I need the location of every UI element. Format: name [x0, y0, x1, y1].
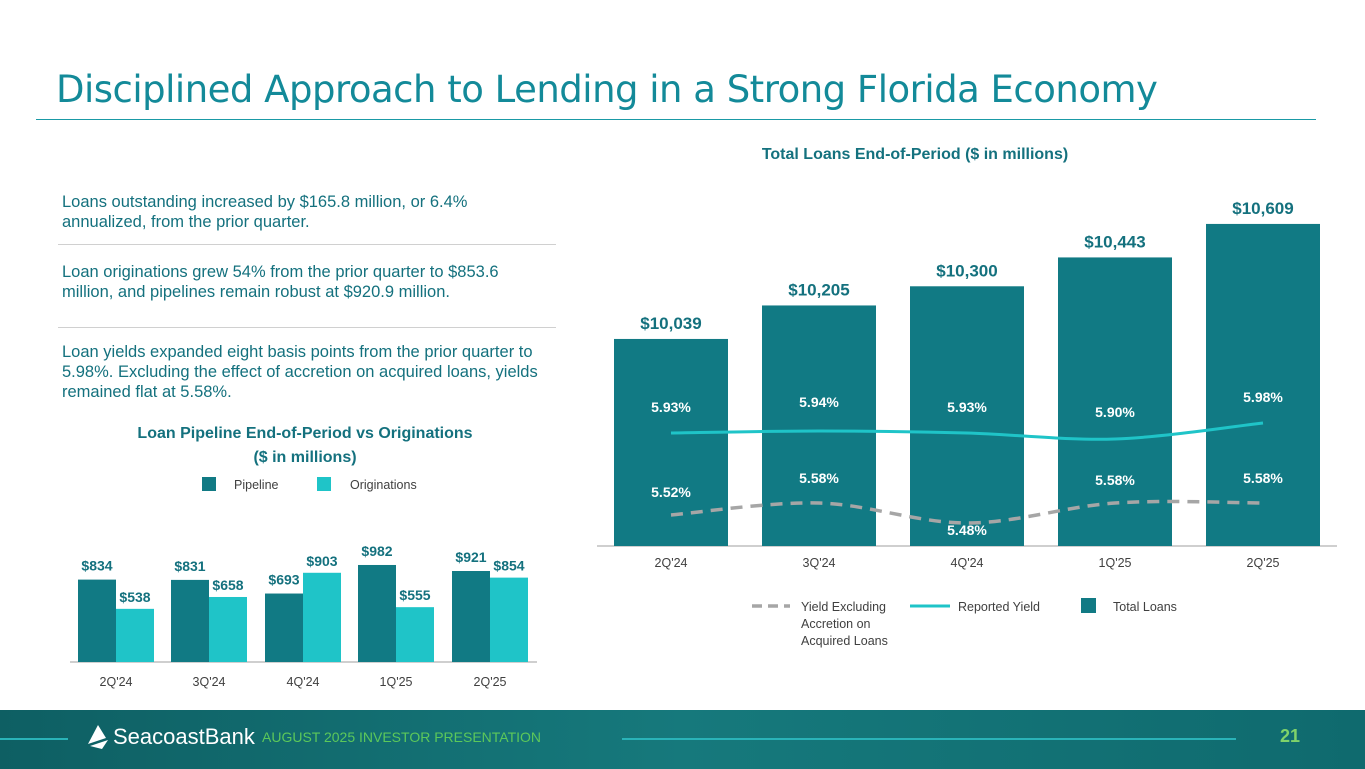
originations-bar [209, 596, 247, 662]
reported-yield-label: 5.93% [651, 399, 691, 415]
divider [58, 327, 556, 328]
pipeline-title-line2: ($ in millions) [253, 449, 357, 466]
yield-excl-label: 5.52% [651, 484, 691, 500]
originations-label: $903 [306, 553, 337, 569]
x-tick-label: 2Q'25 [1247, 556, 1280, 570]
yield-excl-label: 5.58% [799, 470, 839, 486]
pipeline-bar [78, 579, 116, 662]
legend-yield-excl-label: Acquired Loans [801, 634, 888, 648]
bullet-originations: Loan originations grew 54% from the prio… [62, 263, 499, 301]
seacoast-logo: SeacoastBank [84, 724, 255, 750]
bullet-yields: Loan yields expanded eight basis points … [62, 343, 538, 401]
legend-yield-excl-label: Yield Excluding [801, 600, 886, 614]
total-loans-label: $10,300 [936, 261, 997, 280]
bullet-loans-outstanding: Loans outstanding increased by $165.8 mi… [62, 193, 468, 231]
legend-originations-swatch [317, 477, 331, 491]
footer-line-left [0, 738, 68, 740]
x-tick-label: 1Q'25 [1099, 556, 1132, 570]
reported-yield-label: 5.90% [1095, 404, 1135, 420]
x-tick-label: 2Q'24 [655, 556, 688, 570]
total-loans-bar [910, 286, 1024, 546]
total-loans-bar [614, 338, 728, 546]
yield-excl-label: 5.48% [947, 522, 987, 538]
footer-line-right [622, 738, 1236, 740]
originations-label: $854 [493, 558, 524, 574]
reported-yield-line [670, 421, 1264, 441]
page-title: Disciplined Approach to Lending in a Str… [56, 68, 1158, 111]
pipeline-bar [265, 593, 303, 662]
title-divider [36, 119, 1316, 120]
pipeline-bar [452, 571, 490, 662]
originations-label: $538 [119, 589, 150, 605]
x-tick-label: 4Q'24 [287, 675, 320, 689]
charts-canvas: $834 $538 2Q'24 $831 $658 3Q'24 $693 $903 4Q'24 $… [70, 199, 1337, 689]
pipeline-chart-title: Loan Pipeline End-of-Period vs Originati… [70, 422, 540, 470]
x-tick-label: 3Q'24 [803, 556, 836, 570]
pipeline-bar [358, 564, 396, 662]
pipeline-label: $831 [174, 558, 205, 574]
sail-icon [88, 725, 108, 749]
total-loans-bar [1058, 257, 1172, 546]
originations-label: $555 [399, 587, 430, 603]
reported-yield-label: 5.98% [1243, 389, 1283, 405]
logo-text: SeacoastBank [113, 724, 255, 749]
legend-originations-label: Originations [350, 478, 417, 492]
yield-excl-label: 5.58% [1095, 472, 1135, 488]
reported-yield-label: 5.93% [947, 399, 987, 415]
loans-chart-title: Total Loans End-of-Period ($ in millions… [761, 146, 1069, 163]
total-loans-label: $10,443 [1084, 232, 1145, 251]
legend-total-loans-label: Total Loans [1113, 600, 1177, 614]
total-loans-label: $10,609 [1232, 199, 1293, 218]
legend-pipeline-swatch [202, 477, 216, 491]
total-loans-bar [1206, 223, 1320, 547]
total-loans-bar [762, 305, 876, 546]
pipeline-bar [171, 579, 209, 662]
pipeline-label: $693 [268, 572, 299, 588]
legend-yield-excl-label: Accretion on [801, 617, 871, 631]
pipeline-title-line1: Loan Pipeline End-of-Period vs Originati… [137, 425, 473, 442]
legend-pipeline-label: Pipeline [234, 478, 279, 492]
total-loans-label: $10,205 [788, 280, 849, 299]
legend-total-loans-swatch [1081, 598, 1096, 613]
yield-excl-label: 5.58% [1243, 470, 1283, 486]
page-number: 21 [1280, 726, 1301, 746]
pipeline-label: $921 [455, 549, 486, 565]
x-tick-label: 2Q'25 [474, 675, 507, 689]
originations-bar [116, 608, 154, 662]
originations-bar [396, 607, 434, 662]
divider [58, 244, 556, 245]
x-tick-label: 3Q'24 [193, 675, 226, 689]
x-tick-label: 2Q'24 [100, 675, 133, 689]
reported-yield-label: 5.94% [799, 394, 839, 410]
presentation-label: AUGUST 2025 INVESTOR PRESENTATION [262, 729, 542, 745]
originations-bar [303, 572, 341, 662]
x-tick-label: 4Q'24 [951, 556, 984, 570]
originations-label: $658 [212, 577, 243, 593]
pipeline-label: $834 [81, 558, 112, 574]
pipeline-label: $982 [361, 543, 392, 559]
x-tick-label: 1Q'25 [380, 675, 413, 689]
originations-bar [490, 577, 528, 662]
total-loans-label: $10,039 [640, 314, 701, 333]
legend-reported-label: Reported Yield [958, 600, 1040, 614]
